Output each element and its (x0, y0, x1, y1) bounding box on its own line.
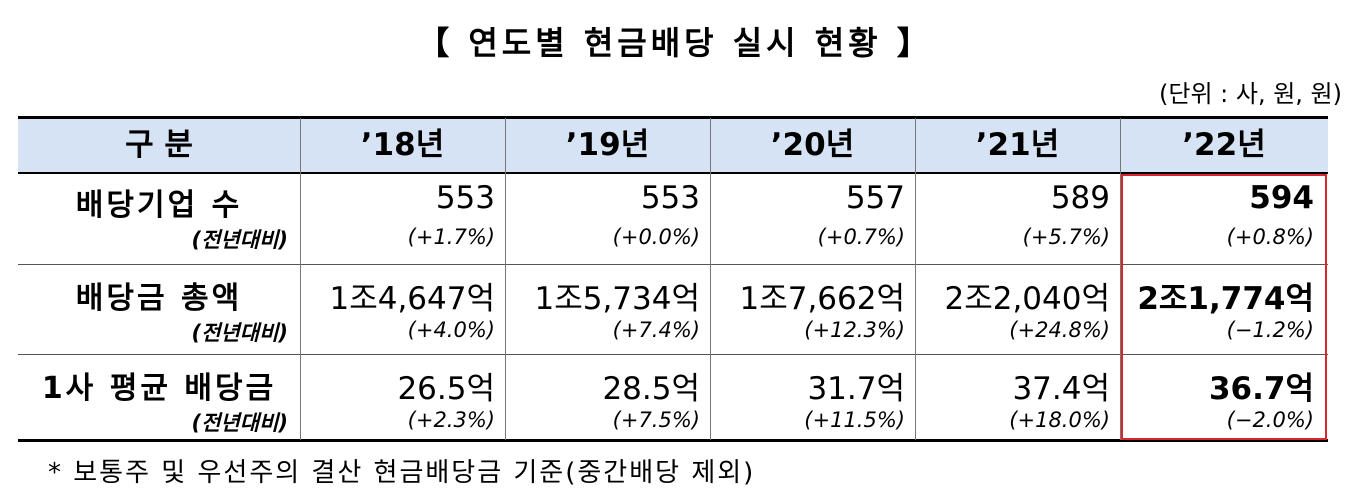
top-border (18, 116, 1328, 119)
data-cell: 36.7억 (−2.0%) (1120, 355, 1328, 440)
bottom-border (18, 439, 1328, 442)
column-header: ’21년 (975, 127, 1060, 163)
change: (+18.0%) (1009, 408, 1110, 432)
data-cell: 31.7억 (+11.5%) (710, 355, 915, 440)
change: (−2.0%) (1226, 408, 1314, 432)
sublabel: (전년대비) (191, 321, 288, 345)
value: 594 (1249, 180, 1314, 216)
value: 37.4억 (1012, 371, 1110, 407)
column-border (1120, 118, 1121, 440)
data-cell: 2조1,774억 (−1.2%) (1120, 265, 1328, 355)
change: (+2.3%) (407, 408, 495, 432)
change: (+7.4%) (612, 318, 700, 342)
change: (+0.0%) (612, 225, 700, 249)
row-border (18, 354, 1328, 355)
value: 1조5,734억 (534, 281, 700, 317)
data-cell: 2조2,040억 (+24.8%) (915, 265, 1120, 355)
data-cell: 1조7,662억 (+12.3%) (710, 265, 915, 355)
data-cell: 589 (+5.7%) (915, 172, 1120, 265)
value: 1조4,647억 (329, 281, 495, 317)
column-header: ’19년 (565, 127, 650, 163)
column-header: ’20년 (770, 127, 855, 163)
header-border (18, 172, 1328, 174)
data-cell: 557 (+0.7%) (710, 172, 915, 265)
sublabel: (전년대비) (191, 228, 288, 252)
value: 31.7억 (807, 371, 905, 407)
change: (+11.5%) (804, 408, 905, 432)
value: 1조7,662억 (739, 281, 905, 317)
change: (+4.0%) (407, 318, 495, 342)
column-header: ’18년 (360, 127, 445, 163)
data-cell: 553 (+1.7%) (300, 172, 505, 265)
column-border (915, 118, 916, 440)
column-header: ’22년 (1182, 127, 1266, 163)
title: 【 연도별 현금배당 실시 현황 】 (417, 24, 933, 62)
value: 553 (640, 180, 700, 216)
column-border (300, 118, 301, 440)
column-header: 구 분 (125, 127, 193, 163)
change: (+1.7%) (407, 225, 495, 249)
change: (+0.7%) (817, 225, 905, 249)
value: 28.5억 (602, 371, 700, 407)
label: 배당기업 수 (75, 188, 243, 223)
label: 1사 평균 배당금 (41, 371, 277, 406)
row-label: 배당기업 수 (전년대비) (18, 172, 300, 265)
value: 26.5억 (397, 371, 495, 407)
row-label: 1사 평균 배당금 (전년대비) (18, 355, 300, 440)
change: (−1.2%) (1226, 318, 1314, 342)
header-bg (18, 118, 1328, 172)
data-cell: 1조4,647억 (+4.0%) (300, 265, 505, 355)
change: (+24.8%) (1009, 318, 1110, 342)
column-border (710, 118, 711, 440)
highlight-box (1121, 174, 1327, 440)
data-cell: 1조5,734억 (+7.4%) (505, 265, 710, 355)
row-label: 배당금 총액 (전년대비) (18, 265, 300, 355)
value: 2조1,774억 (1137, 281, 1314, 317)
footnote: * 보통주 및 우선주의 결산 현금배당금 기준(중간배당 제외) (48, 458, 756, 488)
data-cell: 28.5억 (+7.5%) (505, 355, 710, 440)
data-cell: 37.4억 (+18.0%) (915, 355, 1120, 440)
change: (+5.7%) (1022, 225, 1110, 249)
label: 배당금 총액 (75, 281, 243, 316)
value: 557 (845, 180, 905, 216)
change: (+7.5%) (612, 408, 700, 432)
data-cell: 553 (+0.0%) (505, 172, 710, 265)
value: 589 (1050, 180, 1110, 216)
column-border (505, 118, 506, 440)
change: (+0.8%) (1226, 225, 1314, 249)
row-border (18, 264, 1328, 265)
unit: (단위 : 사, 원, 원) (1159, 80, 1342, 108)
sublabel: (전년대비) (191, 411, 288, 435)
value: 553 (435, 180, 495, 216)
value: 2조2,040억 (944, 281, 1110, 317)
value: 36.7억 (1208, 371, 1314, 407)
data-cell: 594 (+0.8%) (1120, 172, 1328, 265)
change: (+12.3%) (804, 318, 905, 342)
data-cell: 26.5억 (+2.3%) (300, 355, 505, 440)
